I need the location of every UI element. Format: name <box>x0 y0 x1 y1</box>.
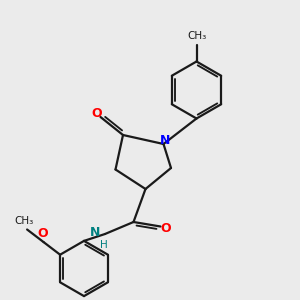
Text: CH₃: CH₃ <box>14 216 34 226</box>
Text: O: O <box>160 221 171 235</box>
Text: N: N <box>90 226 101 239</box>
Text: N: N <box>160 134 170 148</box>
Text: O: O <box>92 107 102 120</box>
Text: O: O <box>38 227 48 240</box>
Text: CH₃: CH₃ <box>187 31 206 41</box>
Text: H: H <box>100 240 107 250</box>
